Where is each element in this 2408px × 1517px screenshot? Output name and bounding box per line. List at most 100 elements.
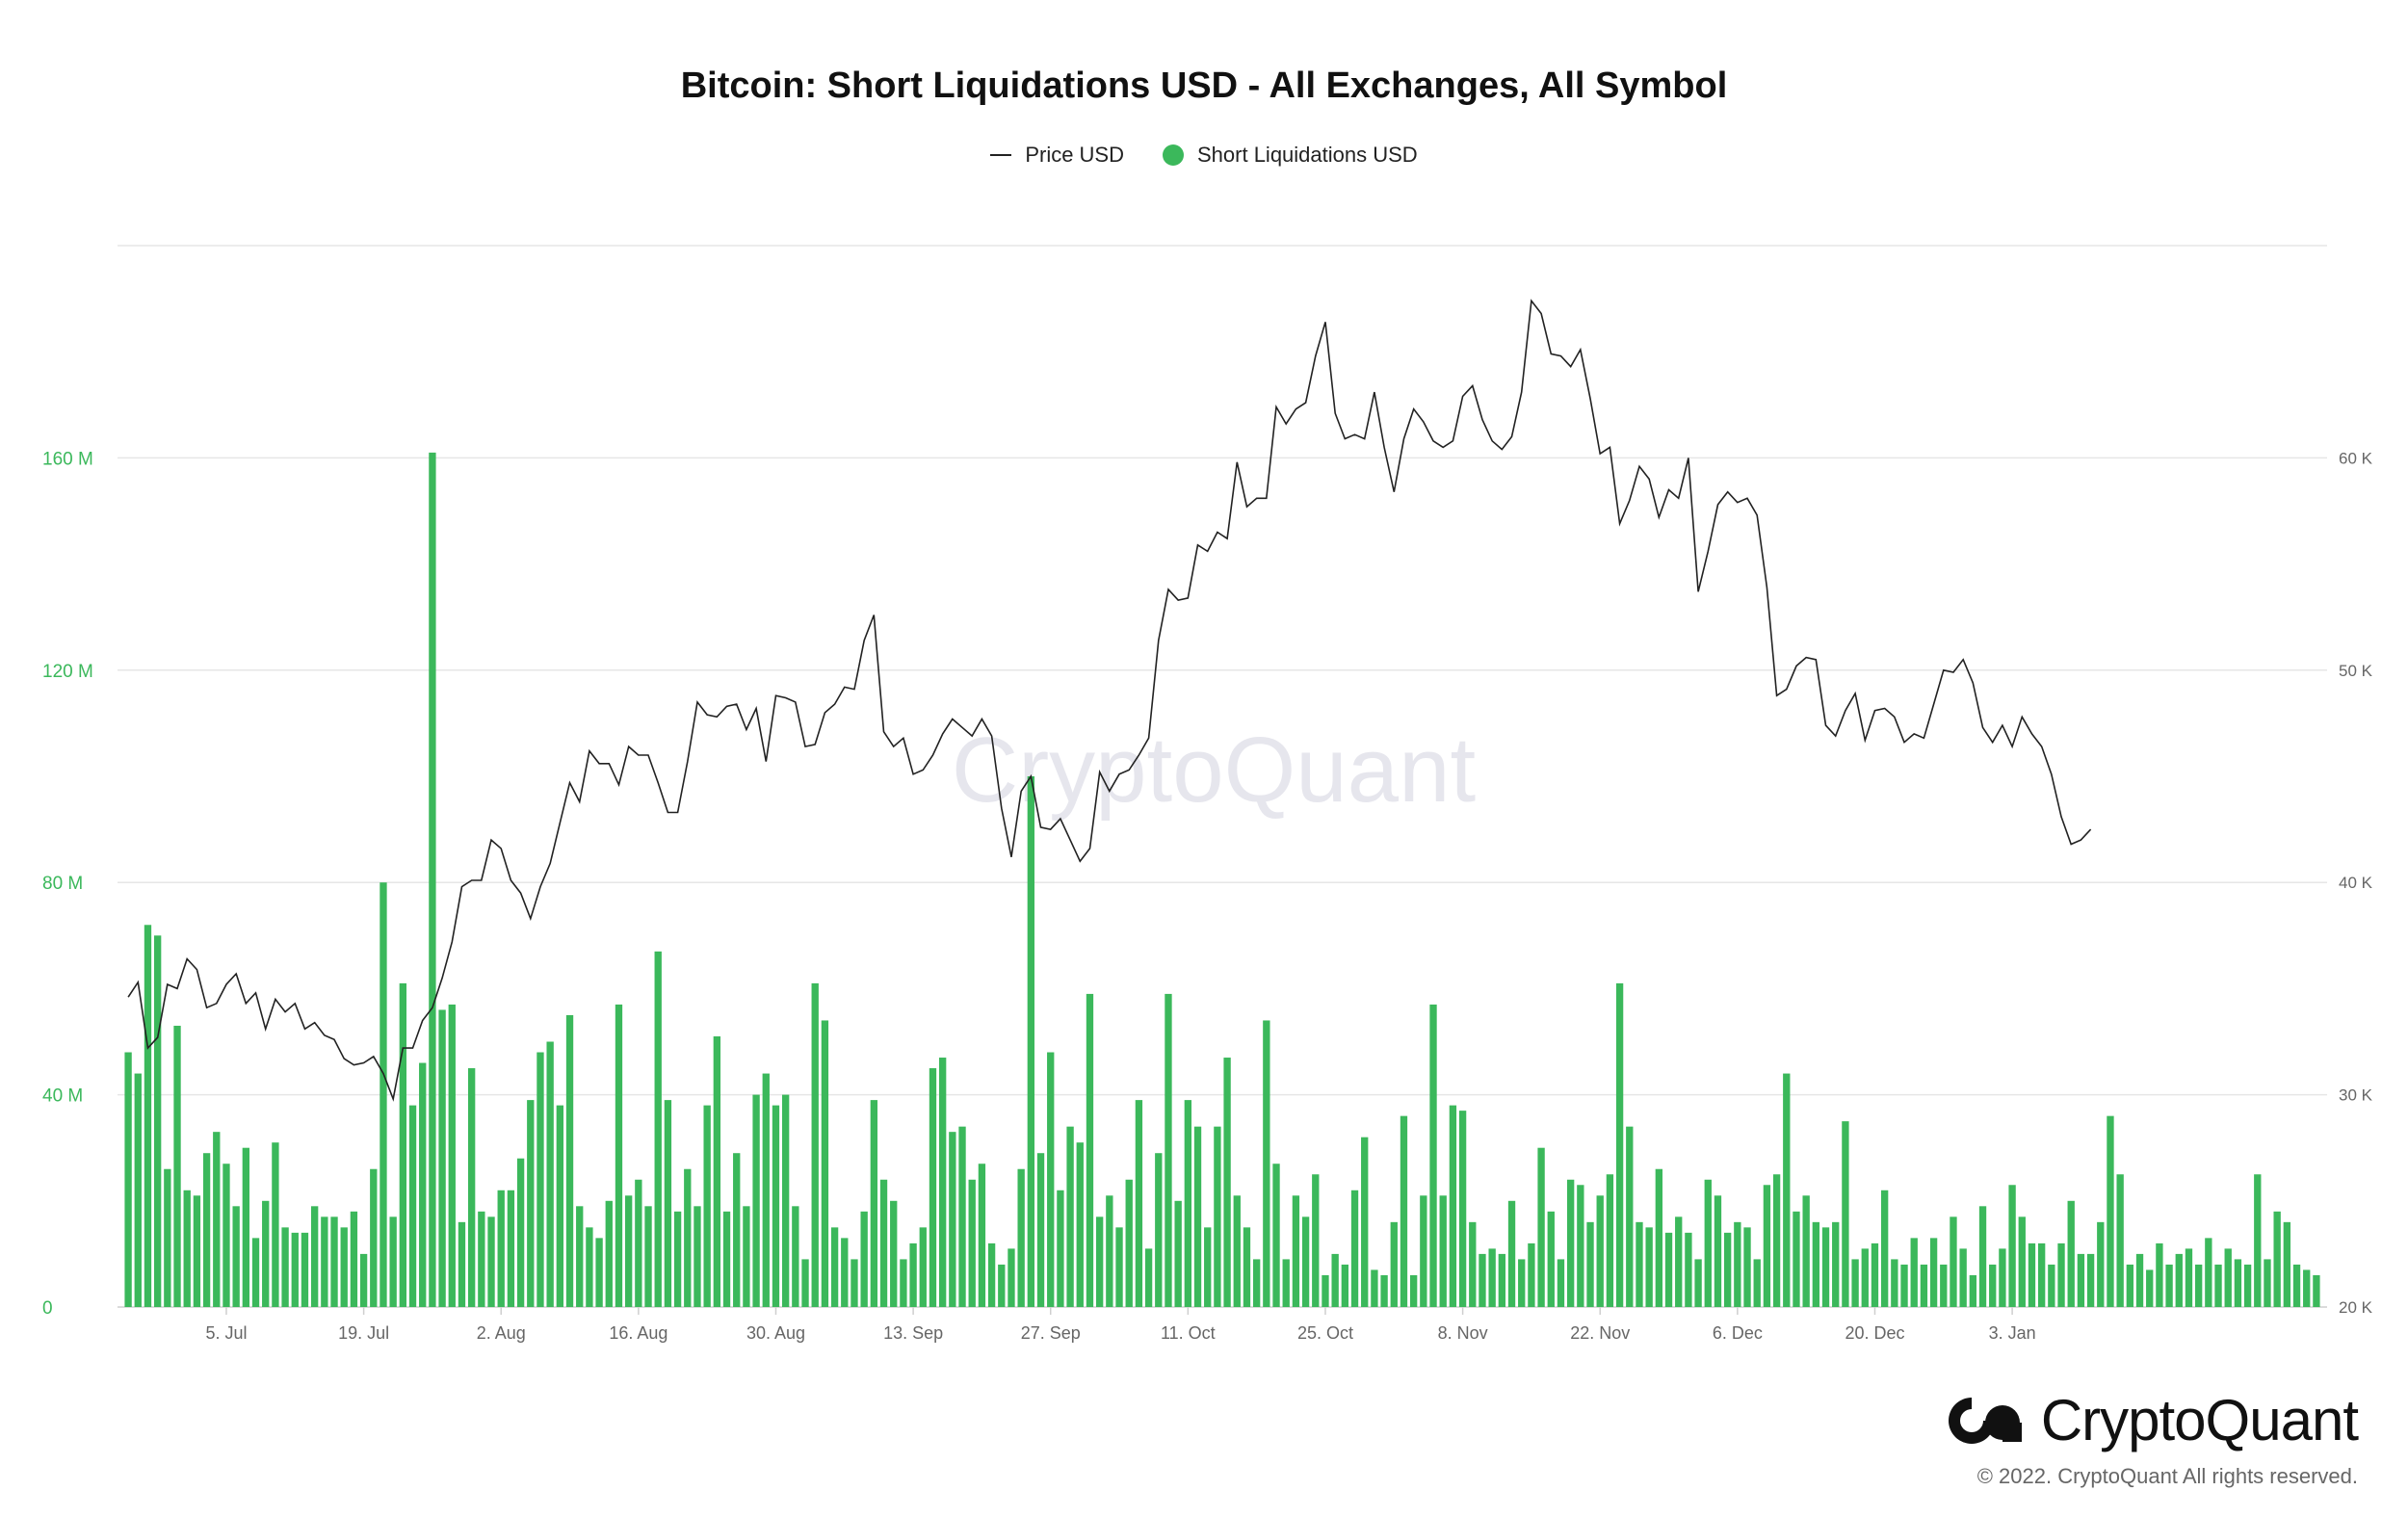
bar [1586, 1221, 1594, 1307]
bar [1204, 1227, 1212, 1307]
bar [1214, 1126, 1221, 1307]
bar [733, 1153, 741, 1307]
bar [890, 1200, 898, 1307]
x-tick-label: 5. Jul [205, 1323, 247, 1343]
bar [1636, 1221, 1643, 1307]
bar [595, 1238, 603, 1307]
bar [909, 1242, 917, 1307]
bar [2126, 1264, 2134, 1307]
bar [1714, 1195, 1722, 1307]
bar [2097, 1221, 2105, 1307]
bar [1557, 1259, 1565, 1307]
y-left-tick-label: 160 M [42, 449, 93, 469]
bar [938, 1058, 947, 1307]
bar [1959, 1248, 1967, 1307]
x-axis: 5. Jul 19. Jul 2. Aug 16. Aug 30. Aug 13. Sep… [205, 1307, 2036, 1343]
bar [821, 1020, 829, 1307]
y-right-tick-label: 30 K [2339, 1086, 2373, 1105]
bar [389, 1216, 397, 1307]
bar [792, 1206, 799, 1307]
bar [1655, 1168, 1663, 1307]
bar [1488, 1248, 1496, 1307]
bar [1861, 1248, 1869, 1307]
bar [2067, 1200, 2075, 1307]
bar [1498, 1253, 1506, 1307]
bar [586, 1227, 593, 1307]
bar [1675, 1216, 1683, 1307]
bar [870, 1100, 878, 1307]
bar [2135, 1253, 2144, 1307]
bar [1066, 1126, 1074, 1307]
legend-item-price[interactable]: Price USD [990, 143, 1124, 168]
watermark: CryptoQuant [952, 719, 1476, 822]
bar [1507, 1200, 1516, 1307]
bar [516, 1158, 525, 1307]
bar [1566, 1179, 1575, 1307]
bar [153, 935, 162, 1307]
copyright: © 2022. CryptoQuant All rights reserved. [1976, 1464, 2358, 1488]
bar [1743, 1227, 1751, 1307]
line-legend-icon [990, 154, 1012, 156]
bar [448, 1004, 456, 1307]
bar [222, 1164, 230, 1307]
bar [1812, 1221, 1820, 1307]
bar [919, 1227, 927, 1307]
bar [1479, 1253, 1486, 1307]
bar [615, 1004, 623, 1307]
bar [2086, 1253, 2095, 1307]
bar-series [124, 452, 2320, 1307]
bar [1969, 1274, 1977, 1307]
bar [330, 1216, 338, 1307]
bar [624, 1195, 633, 1307]
bar [644, 1206, 652, 1307]
bar [2243, 1264, 2252, 1307]
bar [1528, 1242, 1535, 1307]
bar [605, 1200, 613, 1307]
bar [1802, 1195, 1810, 1307]
bar [1106, 1195, 1113, 1307]
x-tick-label: 11. Oct [1161, 1323, 1216, 1343]
bar [1547, 1211, 1555, 1307]
bar [2018, 1216, 2026, 1307]
y-right-tick-label: 20 K [2339, 1298, 2373, 1317]
bar [1331, 1253, 1339, 1307]
bar [2037, 1242, 2046, 1307]
y-right-tick-label: 40 K [2339, 874, 2373, 892]
bar [1135, 1100, 1143, 1307]
bar [1380, 1274, 1388, 1307]
bar [664, 1100, 672, 1307]
bar [1233, 1195, 1241, 1307]
bar [2008, 1185, 2016, 1307]
bar [380, 882, 387, 1307]
cryptoquant-logo-icon [1948, 1397, 2022, 1444]
bar [1341, 1264, 1349, 1307]
bar [1685, 1232, 1692, 1307]
bar [1076, 1142, 1084, 1307]
bar [1282, 1259, 1290, 1307]
bar [1272, 1164, 1280, 1307]
bar [232, 1206, 240, 1307]
bar [419, 1062, 427, 1307]
bar [2254, 1174, 2262, 1307]
bar [2185, 1248, 2193, 1307]
bar [193, 1195, 201, 1307]
bar [752, 1094, 760, 1307]
bar [2264, 1259, 2271, 1307]
bar [860, 1211, 868, 1307]
bar [2107, 1115, 2114, 1307]
legend-item-short-liquidations[interactable]: Short Liquidations USD [1163, 143, 1418, 168]
bar [1144, 1248, 1153, 1307]
bar [1095, 1216, 1104, 1307]
bar [1851, 1259, 1859, 1307]
bar [478, 1211, 485, 1307]
bar [2303, 1269, 2311, 1307]
bar [1664, 1232, 1673, 1307]
bar [1734, 1221, 1741, 1307]
bar [2194, 1264, 2203, 1307]
x-tick-label: 8. Nov [1438, 1323, 1488, 1343]
y-right-tick-label: 60 K [2339, 449, 2373, 467]
bar [654, 951, 662, 1307]
bar [2214, 1264, 2222, 1307]
bar [1694, 1259, 1702, 1307]
bar [1390, 1221, 1398, 1307]
